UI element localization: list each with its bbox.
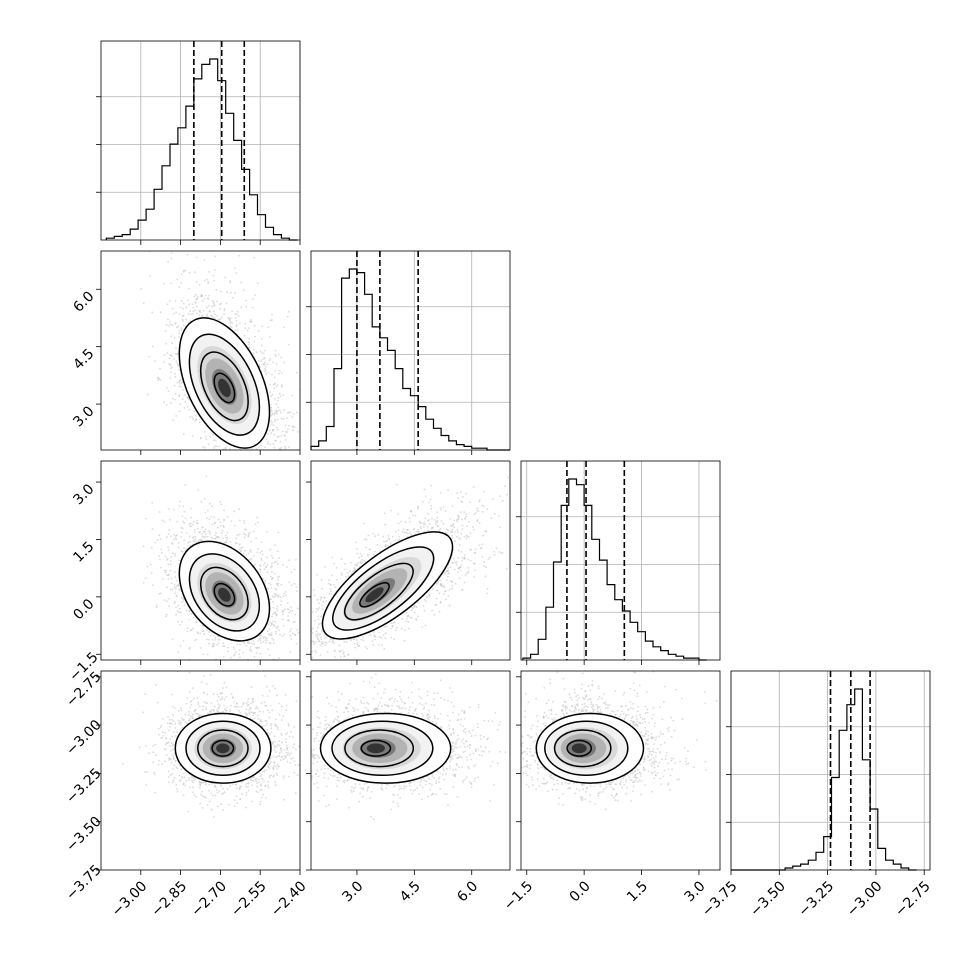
contour-3-0-3 — [211, 739, 235, 757]
contour-3-0-1 — [185, 720, 261, 777]
y-tick-label-1-1: 4.5 — [70, 346, 97, 373]
scatter-panel-3-0 — [96, 670, 301, 875]
histogram-1 — [310, 268, 510, 451]
hist-frame-1 — [310, 250, 511, 451]
scatter-frame-3-1 — [310, 670, 511, 871]
hist-panel-3 — [726, 670, 931, 875]
density-level-3-1-5 — [366, 743, 385, 754]
contour-3-1-2 — [344, 729, 415, 768]
x-tick-label-2-1: 0.0 — [567, 878, 594, 905]
y-tick-label-3-0: −3.75 — [63, 862, 105, 904]
histogram-3 — [731, 688, 917, 871]
y-tick-label-1-2: 6.0 — [70, 288, 97, 315]
y-tick-label-2-2: 1.5 — [70, 539, 97, 566]
x-tick-label-3-2: −3.25 — [796, 878, 838, 920]
x-tick-label-3-4: −2.75 — [892, 878, 934, 920]
contour-1-0-2 — [199, 351, 249, 422]
density-level-1-0-5 — [218, 378, 231, 398]
hist-frame-2 — [520, 460, 721, 661]
contour-1-0-3 — [213, 372, 236, 404]
scatter-panel-2-0 — [96, 460, 301, 665]
density-level-3-2-5 — [571, 743, 587, 754]
x-tick-label-3-0: −3.75 — [699, 878, 741, 920]
x-tick-label-2-3: 3.0 — [682, 878, 709, 905]
scatter-panel-1-0 — [96, 250, 301, 455]
contour-3-1-0 — [319, 712, 452, 784]
x-tick-label-1-1: 4.5 — [397, 878, 424, 905]
hist-frame-3 — [730, 670, 931, 871]
x-tick-label-0-2: −2.70 — [188, 878, 230, 920]
x-tick-label-0-0: −3.00 — [109, 878, 151, 920]
histogram-0 — [105, 58, 298, 241]
x-tick-label-1-2: 6.0 — [454, 878, 481, 905]
histogram-2 — [522, 478, 707, 661]
scatter-frame-1-0 — [100, 250, 301, 451]
x-tick-label-0-1: −2.85 — [149, 878, 191, 920]
contour-2-1-0 — [321, 531, 454, 640]
contour-1-0-1 — [188, 333, 261, 436]
contour-1-0-0 — [178, 317, 271, 449]
x-tick-label-3-3: −3.00 — [844, 878, 886, 920]
x-tick-label-0-3: −2.55 — [228, 878, 270, 920]
contour-3-0-0 — [174, 712, 272, 784]
x-tick-label-1-0: 3.0 — [339, 878, 366, 905]
scatter-panel-2-1 — [306, 460, 511, 665]
contour-3-1-1 — [331, 720, 434, 777]
contour-3-2-1 — [544, 720, 629, 777]
contour-3-1-3 — [360, 739, 392, 757]
hist-panel-1 — [306, 250, 511, 455]
contour-3-0-2 — [197, 729, 249, 768]
contour-2-1-2 — [343, 562, 414, 621]
contour-3-2-0 — [535, 712, 645, 784]
x-tick-label-2-0: −1.5 — [501, 878, 536, 913]
scatter-frame-2-1 — [310, 460, 511, 661]
scatter-panel-3-2 — [516, 670, 721, 875]
scatter-frame-3-2 — [520, 670, 721, 871]
contour-2-0-1 — [188, 553, 261, 632]
y-tick-label-2-1: 0.0 — [70, 596, 97, 623]
x-tick-label-3-1: −3.50 — [747, 878, 789, 920]
contour-2-1-3 — [359, 582, 390, 608]
y-tick-label-3-2: −3.25 — [63, 765, 105, 807]
contour-2-0-3 — [213, 582, 236, 607]
scatter-panel-3-1 — [306, 670, 511, 875]
contour-2-1-1 — [332, 546, 435, 631]
x-tick-label-0-4: −2.40 — [268, 878, 310, 920]
density-level-2-0-5 — [218, 587, 231, 602]
contour-3-2-3 — [566, 739, 593, 757]
hist-panel-2 — [516, 460, 721, 665]
y-tick-label-3-3: −3.00 — [63, 717, 105, 759]
hist-panel-0 — [96, 40, 301, 245]
scatter-frame-3-0 — [100, 670, 301, 871]
contour-2-0-2 — [199, 566, 249, 621]
x-tick-label-2-2: 1.5 — [624, 878, 651, 905]
density-level-2-1-5 — [365, 587, 384, 603]
hist-frame-0 — [100, 40, 301, 241]
contour-2-0-0 — [178, 540, 271, 642]
scatter-frame-2-0 — [100, 460, 301, 661]
y-tick-label-3-1: −3.50 — [63, 814, 105, 856]
y-tick-label-2-3: 3.0 — [70, 481, 97, 508]
contour-3-2-2 — [553, 729, 612, 768]
density-level-3-0-5 — [216, 743, 230, 754]
y-tick-label-1-0: 3.0 — [70, 403, 97, 430]
